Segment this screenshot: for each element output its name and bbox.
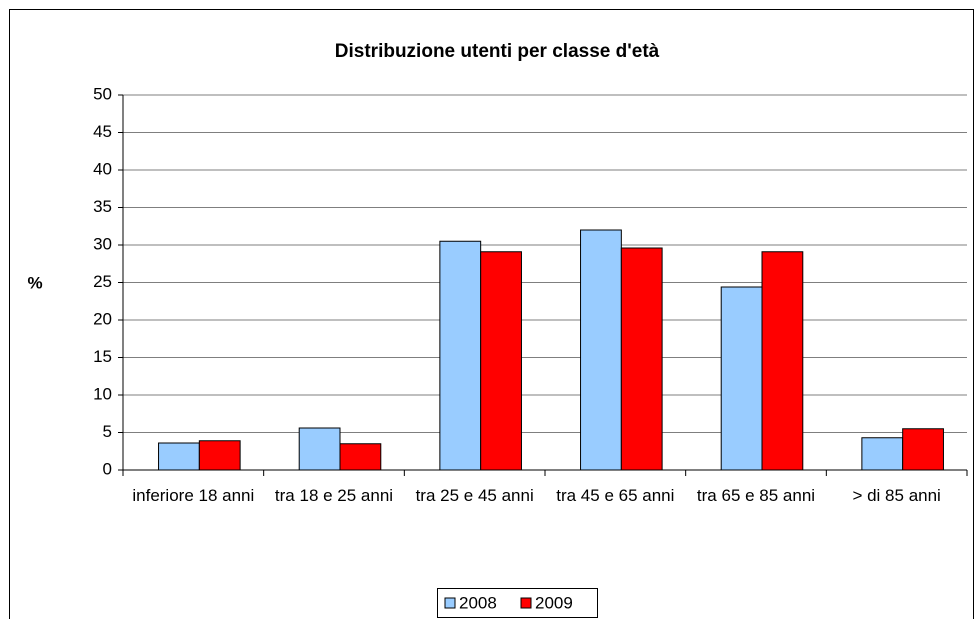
- y-tick-label: 45: [93, 122, 112, 141]
- legend-label: 2008: [459, 593, 497, 612]
- bar: [480, 251, 522, 471]
- x-tick-label: tra 65 e 85 anni: [696, 486, 816, 505]
- y-axis-label: %: [27, 273, 42, 292]
- y-tick-label: 0: [103, 459, 112, 478]
- legend-box: [437, 588, 598, 618]
- y-tick-label: 10: [93, 384, 112, 403]
- chart-title: Distribuzione utenti per classe d'età: [335, 41, 660, 62]
- y-tick-label: 50: [93, 84, 112, 103]
- bar: [198, 440, 241, 471]
- bar: [620, 247, 663, 471]
- x-tick-label: > di 85 anni: [852, 486, 941, 505]
- legend-label: 2009: [535, 593, 573, 612]
- y-tick-label: 20: [93, 309, 112, 328]
- y-tick-label: 5: [103, 422, 112, 441]
- bar: [861, 437, 904, 471]
- x-tick-label: tra 45 e 65 anni: [556, 486, 675, 505]
- legend-swatch: [444, 597, 456, 609]
- y-tick-label: 40: [93, 159, 112, 178]
- bar: [439, 240, 482, 471]
- x-tick-label: tra 25 e 45 anni: [415, 486, 534, 505]
- bar: [580, 229, 622, 471]
- y-tick-label: 25: [93, 272, 112, 291]
- bar: [158, 442, 200, 471]
- bar: [761, 251, 804, 471]
- y-tick-label: 15: [93, 347, 112, 366]
- x-tick-label: inferiore 18 anni: [132, 486, 255, 505]
- bar: [720, 286, 763, 471]
- bar: [298, 427, 341, 471]
- bar: [339, 443, 382, 471]
- x-tick-label: tra 18 e 25 anni: [274, 486, 394, 505]
- legend-swatch: [520, 597, 532, 609]
- y-tick-label: 35: [93, 197, 112, 216]
- bar: [902, 428, 944, 471]
- y-tick-label: 30: [93, 234, 112, 253]
